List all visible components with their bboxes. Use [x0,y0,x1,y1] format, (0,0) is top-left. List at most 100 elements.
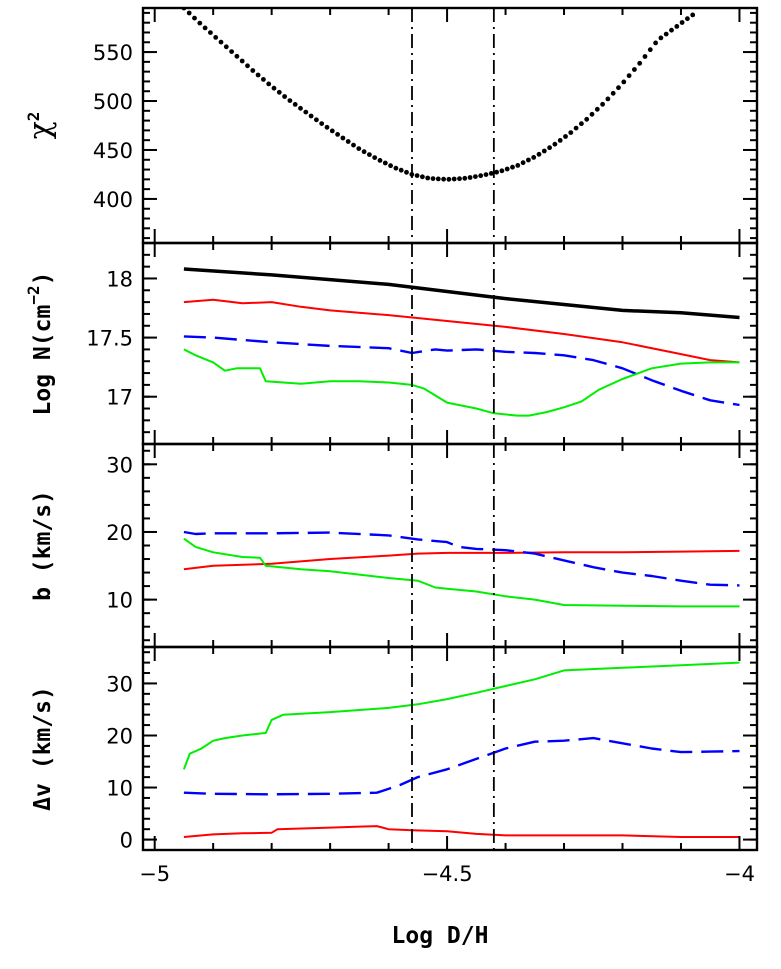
data-point [223,44,229,50]
data-point [526,157,531,163]
series-blue-line [183,335,740,407]
data-point [626,73,632,79]
data-point [637,60,643,66]
x-tick-label: −4 [724,862,755,886]
data-point [552,141,558,147]
y-axis-label: Δv (km/s) [30,686,56,811]
y-tick-label: 20 [106,521,133,545]
data-point [367,152,372,158]
x-tick-label: −4.5 [422,862,473,886]
y-tick-label: 500 [93,90,133,114]
data-point [213,35,219,40]
data-point [356,146,362,152]
y-axis-label: b (km/s) [30,490,56,601]
data-point [377,158,383,163]
data-point [669,27,674,33]
series-green-line [182,661,740,770]
data-point [605,96,611,102]
data-point [563,134,568,139]
data-point [303,109,309,115]
series-red-line [183,549,740,571]
data-point [351,142,356,148]
data-point [298,105,303,111]
data-point [271,85,277,91]
panel-logN: 17 17.5 18 Log N(cm−2) [24,241,759,446]
data-point [202,25,208,31]
data-point [632,67,637,72]
x-tick-label: −5 [139,862,170,886]
data-point [547,145,552,151]
y-tick-label: 10 [106,589,133,613]
series-group [183,267,740,417]
data-point [314,117,319,123]
data-point [451,176,457,182]
y-tick-label: 0 [120,829,133,853]
data-point [329,128,335,134]
y-axis-label-text: b (km/s) [30,490,56,601]
data-point [372,155,378,161]
data-point [361,149,367,155]
data-point [579,121,584,127]
data-point [382,160,388,166]
data-point [414,173,420,179]
y-axis-label-text: Log N(cm [30,305,56,416]
y-tick-label: 20 [106,724,133,748]
data-point [282,94,287,99]
y-tick-label: 17 [106,386,133,410]
data-point [430,176,436,182]
data-point [420,174,425,180]
data-point [467,175,473,180]
data-point [345,139,351,144]
data-point [483,172,489,178]
y-axis-label: χ2 [23,112,58,140]
data-point [504,166,510,172]
data-point [653,40,658,46]
data-point [462,175,468,181]
data-point [218,39,224,45]
series-black-line [183,267,740,320]
data-point [261,77,266,82]
data-point [642,54,648,59]
data-point [478,173,484,179]
y-tick-label: 450 [93,139,133,163]
data-point [531,155,537,160]
panel-frame [141,645,759,852]
series-group [183,530,740,608]
panel-b: 10 20 30 b (km/s) [30,442,759,649]
data-point [494,169,499,175]
data-point [308,113,314,119]
series-blue-line [183,736,740,796]
data-point [388,163,393,169]
series-group [181,8,696,182]
y-axis-label-text: Δv (km/s) [30,686,56,811]
y-tick-label: 17.5 [86,327,133,351]
data-point [398,167,404,173]
data-point [536,151,542,157]
data-point [276,89,282,95]
data-point [239,58,245,64]
series-green-line [183,537,740,608]
data-point [610,90,616,96]
series-group [182,661,740,838]
data-point [541,148,547,154]
y-tick-label: 30 [106,672,133,696]
y-tick-label: 550 [93,41,133,65]
data-point [594,106,600,112]
series-red-line [183,298,740,364]
data-point [192,15,197,21]
x-axis-label: Log D/H [392,923,489,949]
y-tick-label: 18 [106,267,133,291]
data-point [324,124,330,130]
panel-chi2: 400 450 500 550 χ2 [23,6,759,245]
series-blue-line [183,530,740,587]
data-point [255,72,261,78]
data-point [647,47,653,53]
y-axis-label-tail: ) [30,272,56,286]
data-point [441,176,446,182]
data-point [435,176,441,182]
data-point [446,176,452,182]
panel-frame [141,442,759,649]
y-axis-label-superscript: 2 [24,112,43,122]
